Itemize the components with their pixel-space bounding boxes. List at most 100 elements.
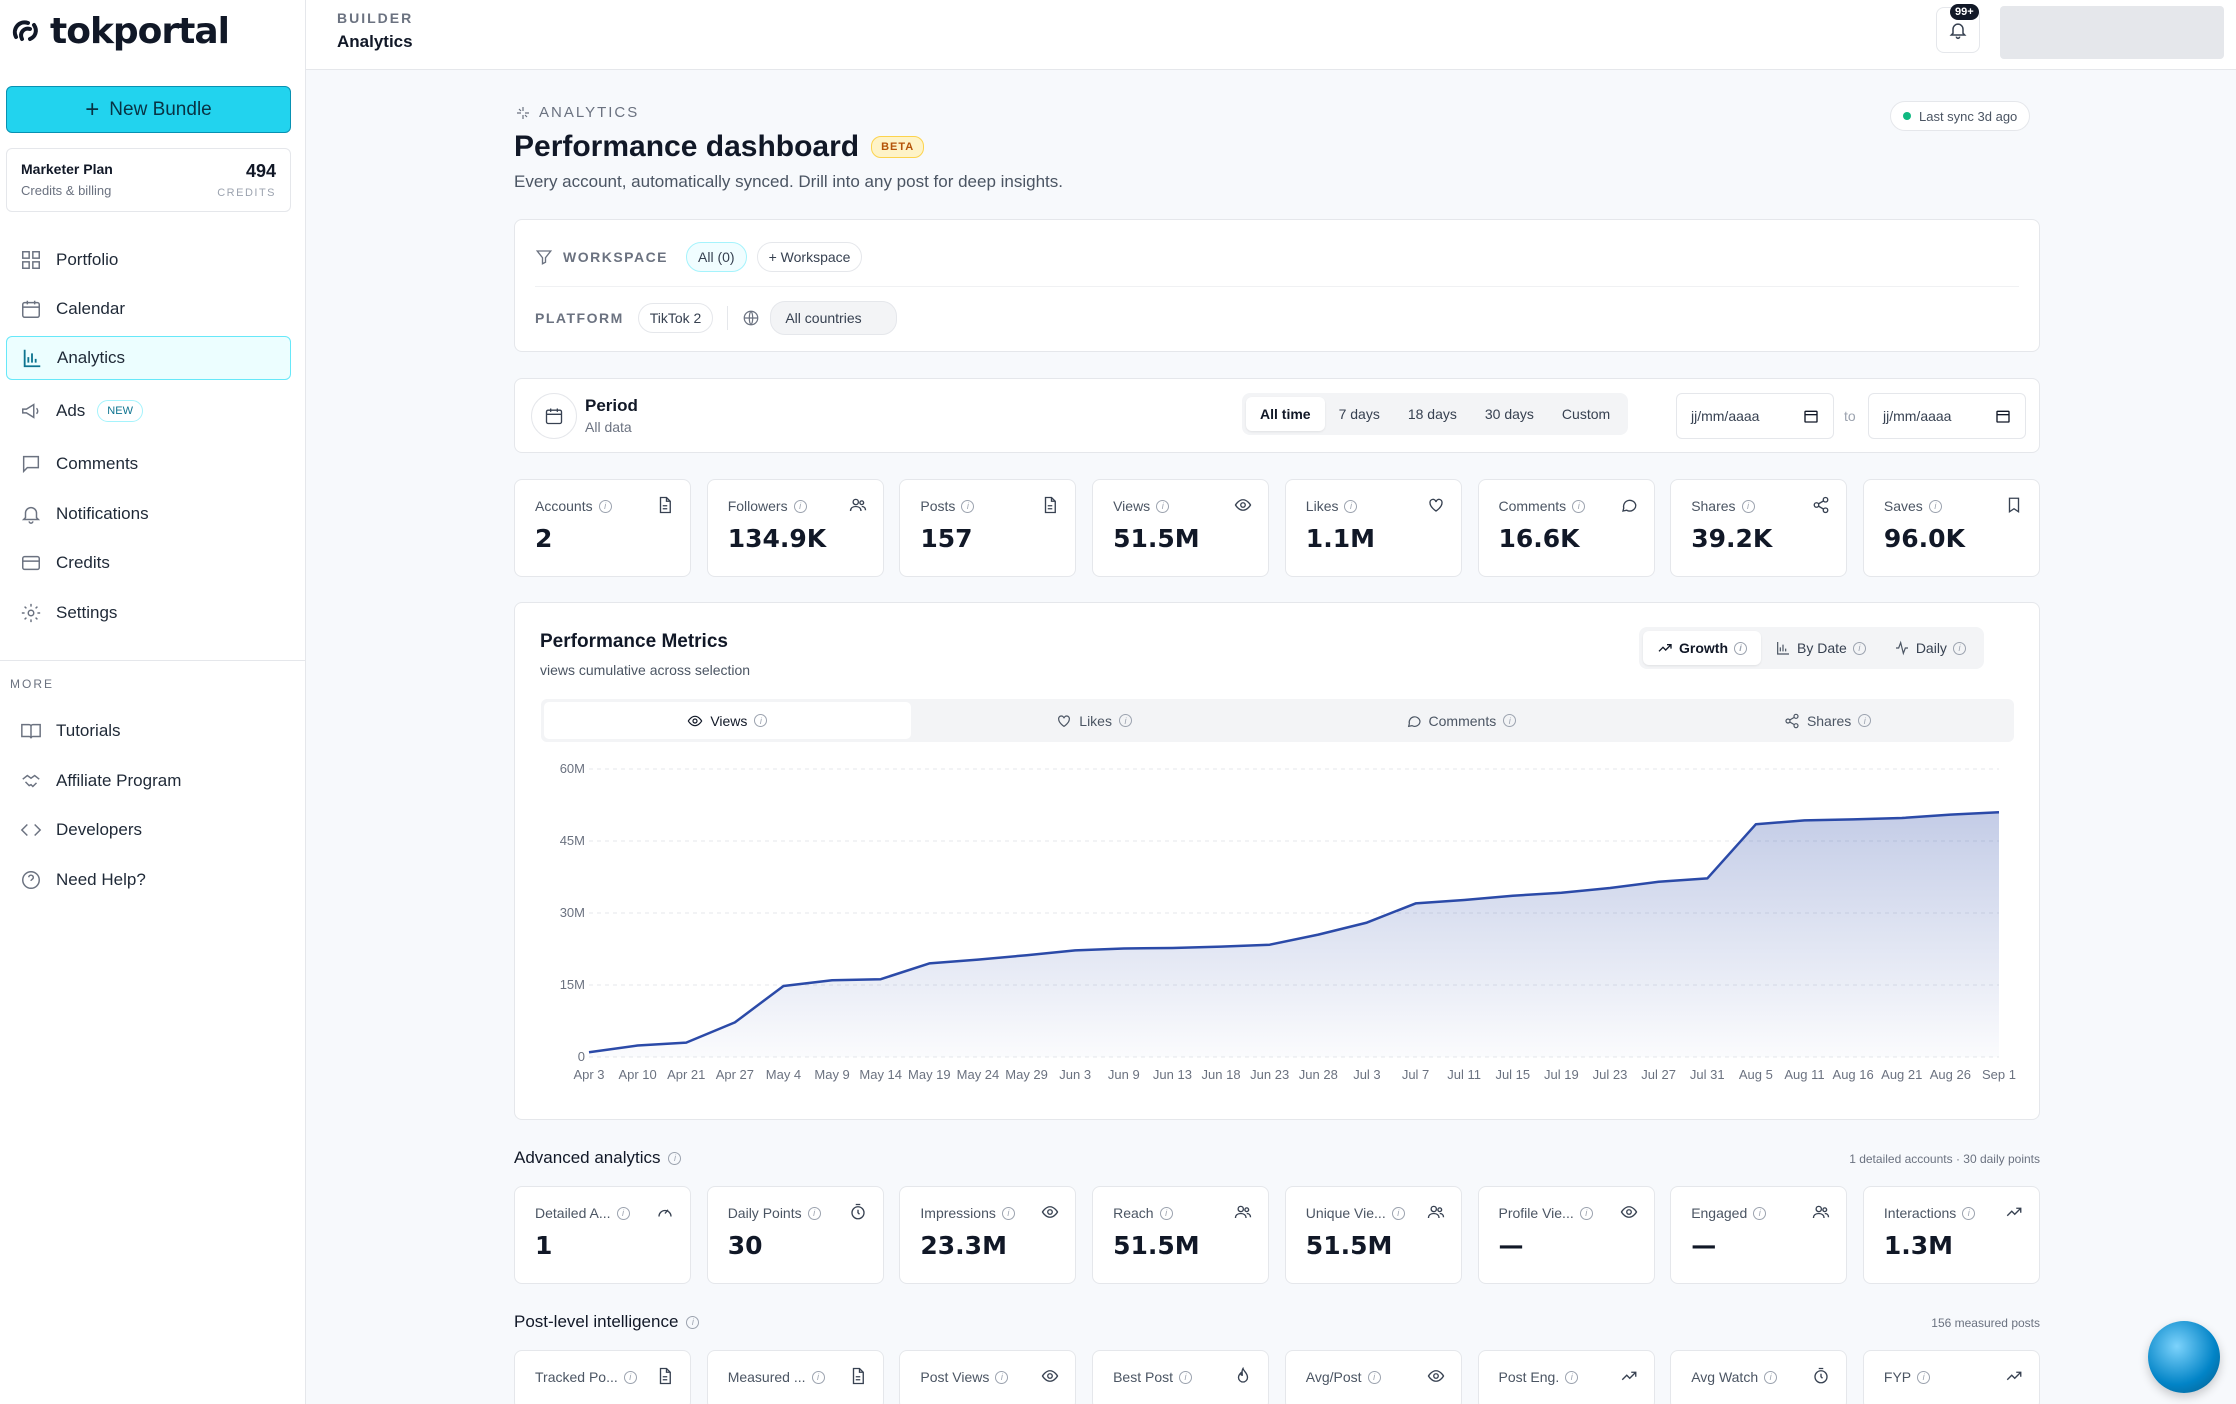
globe-icon (743, 310, 759, 326)
stat-label: Avg/Post (1305, 1369, 1362, 1385)
period-title: Period (585, 396, 638, 415)
period-option-custom[interactable]: Custom (1561, 406, 1611, 422)
info-icon: i (1118, 714, 1132, 727)
stat-card-post-eng: Post Eng. i (1477, 1350, 1655, 1404)
x-tick-label: May 29 (1005, 1067, 1048, 1082)
page-title: Performance dashboard BETA (514, 130, 925, 164)
x-tick-label: Apr 27 (716, 1067, 754, 1082)
info-icon: i (1764, 1370, 1778, 1384)
tab-likes-label: Likes (1079, 712, 1112, 729)
x-tick-label: Jul 7 (1402, 1067, 1429, 1082)
stat-card-profile-vie: Profile Vie... i — (1477, 1186, 1655, 1284)
metrics-mode-selector: Growth i By Date i Daily i (1639, 627, 1984, 669)
users-icon (1234, 1205, 1252, 1219)
info-icon: i (1579, 1206, 1593, 1220)
stat-value: — (1691, 1231, 1717, 1260)
sidebar-item-label: Developers (56, 820, 142, 839)
stat-value: 134.9K (727, 524, 827, 553)
period-card: Period All data All time 7 days 18 days … (514, 378, 2040, 453)
workspace-label: WORKSPACE (563, 249, 669, 265)
section-tag: ANALYTICS (515, 104, 639, 121)
sidebar-item-tutorials[interactable]: Tutorials (6, 709, 291, 753)
logo[interactable]: tokportal (10, 8, 230, 54)
new-bundle-button[interactable]: + New Bundle (6, 86, 291, 133)
trend-icon (1621, 1371, 1636, 1381)
countries-select[interactable]: All countries (770, 301, 897, 335)
x-tick-label: May 9 (814, 1067, 849, 1082)
stat-card-comments: Comments i 16.6K (1477, 479, 1655, 577)
tab-shares-label: Shares (1806, 712, 1852, 729)
sidebar-item-comments[interactable]: Comments (6, 442, 291, 486)
sidebar-item-settings[interactable]: Settings (6, 591, 291, 635)
sidebar-item-developers[interactable]: Developers (6, 808, 291, 852)
stat-value: 1 (535, 1231, 553, 1260)
stat-card-shares: Shares i 39.2K (1670, 479, 1848, 577)
sidebar-item-notifications[interactable]: Notifications (6, 492, 291, 536)
eye-icon (1042, 1370, 1059, 1382)
file-icon (852, 1367, 864, 1385)
x-tick-label: Aug 26 (1930, 1067, 1971, 1082)
period-option-7-days[interactable]: 7 days (1338, 406, 1380, 422)
sidebar-item-ads[interactable]: Ads NEW (6, 389, 291, 433)
mode-by-date-label: By Date (1797, 640, 1847, 656)
sidebar-item-help[interactable]: Need Help? (6, 858, 291, 902)
chat-help-button[interactable] (2148, 1321, 2220, 1393)
sidebar-item-label: Comments (56, 454, 139, 473)
stat-label: Views (1113, 498, 1151, 514)
mode-by-date[interactable]: By Date i (1761, 631, 1880, 665)
stat-label: Tracked Po... (535, 1369, 618, 1385)
info-icon: i (995, 1370, 1009, 1384)
date-from-input[interactable]: jj/mm/aaaa (1676, 393, 1834, 439)
stat-value: 51.5M (1113, 1231, 1200, 1260)
flame-icon (1237, 1367, 1249, 1383)
plan-name: Marketer Plan (21, 161, 113, 177)
plus-icon: + (85, 95, 100, 123)
mode-daily[interactable]: Daily i (1880, 631, 1980, 665)
period-text: Period All data (585, 396, 638, 435)
heart-icon (1058, 714, 1071, 727)
tab-comments-label: Comments (1428, 712, 1497, 729)
bell-icon (21, 506, 41, 524)
add-workspace-chip[interactable]: + Workspace (756, 242, 863, 272)
x-tick-label: May 4 (766, 1067, 801, 1082)
info-icon: i (1852, 641, 1866, 655)
info-icon: i (1391, 1206, 1405, 1220)
sidebar-item-portfolio[interactable]: Portfolio (6, 238, 291, 282)
sidebar-item-label: Settings (56, 603, 118, 622)
period-sub: All data (585, 419, 632, 435)
info-icon: i (1179, 1370, 1193, 1384)
sync-status: Last sync 3d ago (1890, 101, 2031, 131)
sidebar-item-credits[interactable]: Credits (6, 541, 291, 585)
tab-comments[interactable]: Comments i (1278, 702, 1645, 739)
mode-growth-label: Growth (1679, 640, 1728, 656)
period-option-18-days[interactable]: 18 days (1407, 406, 1457, 422)
stat-card-interactions: Interactions i 1.3M (1862, 1186, 2040, 1284)
profile-placeholder[interactable] (2000, 6, 2224, 59)
trend-icon (1658, 644, 1672, 652)
mode-growth[interactable]: Growth i (1643, 631, 1761, 665)
page-title-text: Performance dashboard (514, 130, 860, 163)
info-icon: i (1741, 499, 1755, 513)
x-tick-label: Aug 11 (1784, 1067, 1824, 1082)
file-icon (659, 496, 671, 514)
info-icon: i (616, 1206, 630, 1220)
tab-views[interactable]: Views i (544, 702, 911, 739)
share-icon (1785, 713, 1799, 728)
sidebar-item-analytics[interactable]: Analytics (6, 336, 291, 380)
y-tick-label: 15M (560, 977, 585, 992)
y-tick-label: 60M (560, 761, 585, 776)
workspace-all-chip[interactable]: All (0) (686, 242, 747, 272)
stat-label: Impressions (920, 1205, 996, 1221)
logo-text: tokportal (50, 10, 230, 52)
new-badge: NEW (97, 400, 143, 422)
x-tick-label: May 14 (859, 1067, 902, 1082)
sidebar-item-calendar[interactable]: Calendar (6, 287, 291, 331)
period-option-all-time[interactable]: All time (1246, 397, 1325, 431)
tab-likes[interactable]: Likes i (911, 702, 1278, 739)
sidebar-item-affiliate[interactable]: Affiliate Program (6, 759, 291, 803)
tab-shares[interactable]: Shares i (1644, 702, 2011, 739)
period-option-30-days[interactable]: 30 days (1484, 406, 1534, 422)
plan-card[interactable]: Marketer Plan Credits & billing 494 CRED… (6, 148, 291, 212)
date-to-input[interactable]: jj/mm/aaaa (1868, 393, 2026, 439)
platform-chip[interactable]: TikTok 2 (637, 303, 714, 333)
